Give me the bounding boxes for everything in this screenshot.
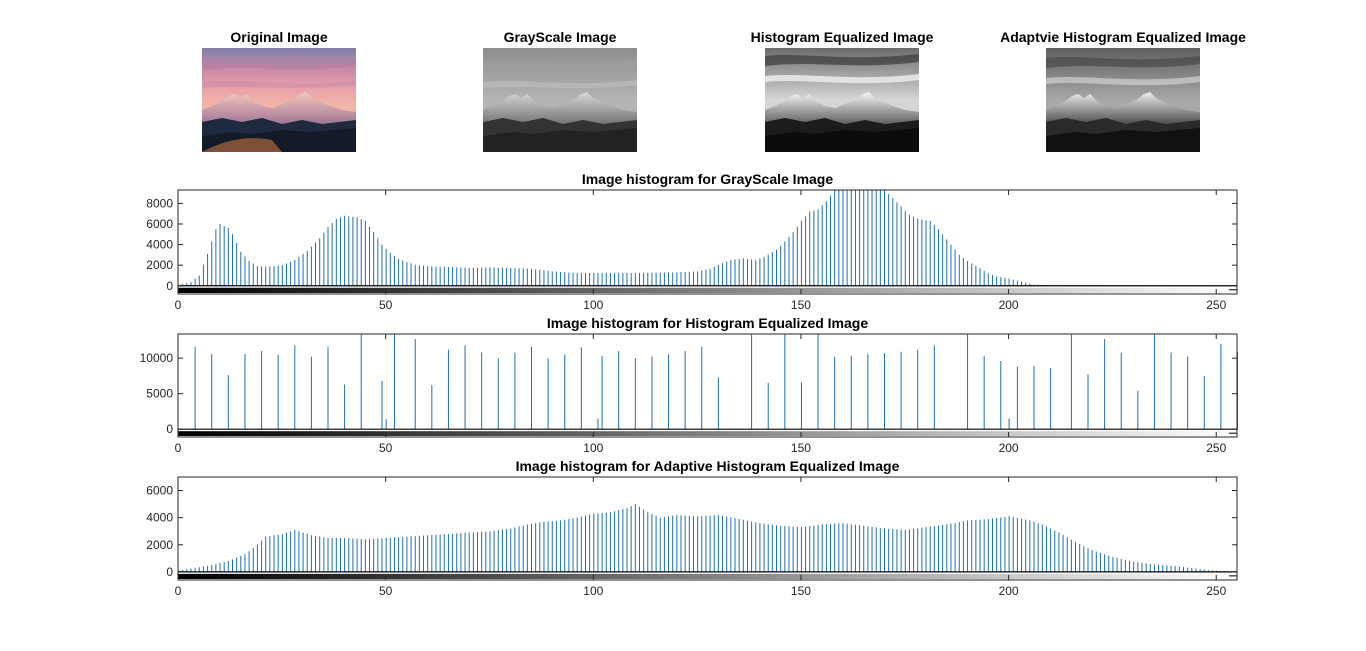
y-tick-label: 0 (166, 565, 173, 579)
y-tick-label: 5000 (146, 387, 173, 401)
x-tick-label: 150 (791, 441, 811, 455)
equalized-image-title: Histogram Equalized Image (750, 29, 934, 45)
histogram-title: Image histogram for Histogram Equalized … (547, 315, 869, 331)
x-tick-label: 150 (791, 584, 811, 598)
adaptive-image-title: Adaptvie Histogram Equalized Image (1000, 29, 1246, 45)
original-image (202, 48, 356, 152)
x-tick-label: 0 (175, 298, 182, 312)
y-tick-label: 4000 (146, 238, 173, 252)
x-tick-label: 50 (379, 298, 393, 312)
y-tick-label: 6000 (146, 217, 173, 231)
x-tick-label: 100 (583, 584, 603, 598)
histogram-panel-2: 0 50 100 150 200 250 0 5000 10000 Image histogram… (140, 315, 1238, 455)
y-tick-label: 2000 (146, 538, 173, 552)
x-tick-label: 250 (1206, 298, 1226, 312)
x-tick-label: 150 (791, 298, 811, 312)
x-tick-label: 0 (175, 441, 182, 455)
y-tick-label: 6000 (146, 484, 173, 498)
axes-box (177, 189, 1238, 295)
grayscale-image-title: GrayScale Image (503, 29, 617, 45)
histogram-equalized-image (765, 48, 919, 152)
plot-area (178, 190, 1237, 294)
intensity-colorbar (178, 431, 1237, 436)
x-tick-label: 100 (583, 441, 603, 455)
plot-area (178, 334, 1237, 437)
intensity-colorbar (178, 287, 1237, 293)
adaptive-histogram-equalized-image (1046, 48, 1200, 152)
axes-box (177, 476, 1238, 581)
x-tick-label: 200 (999, 298, 1019, 312)
x-tick-label: 0 (175, 584, 182, 598)
x-tick-label: 250 (1206, 584, 1226, 598)
y-tick-label: 4000 (146, 511, 173, 525)
x-tick-label: 200 (999, 441, 1019, 455)
y-tick-label: 2000 (146, 258, 173, 272)
plot-area (178, 477, 1237, 580)
x-tick-label: 100 (583, 298, 603, 312)
histogram-panel-3: 0 50 100 150 200 250 0 2000 4000 6000 Image histog… (146, 458, 1238, 598)
x-tick-label: 250 (1206, 441, 1226, 455)
x-tick-label: 50 (379, 584, 393, 598)
y-tick-label: 10000 (140, 351, 174, 365)
y-tick-label: 0 (166, 422, 173, 436)
y-tick-label: 0 (166, 279, 173, 293)
histogram-title: Image histogram for GrayScale Image (582, 171, 834, 187)
x-tick-label: 50 (379, 441, 393, 455)
histogram-panel-1: 0 50 100 150 200 250 0 2000 4000 6000 8000 Image hi… (146, 171, 1238, 312)
grayscale-image (483, 48, 637, 152)
x-tick-label: 200 (999, 584, 1019, 598)
original-image-title: Original Image (230, 29, 328, 45)
intensity-colorbar (178, 573, 1237, 579)
y-tick-label: 8000 (146, 196, 173, 210)
axes-box (177, 333, 1238, 438)
histogram-title: Image histogram for Adaptive Histogram E… (516, 458, 900, 474)
